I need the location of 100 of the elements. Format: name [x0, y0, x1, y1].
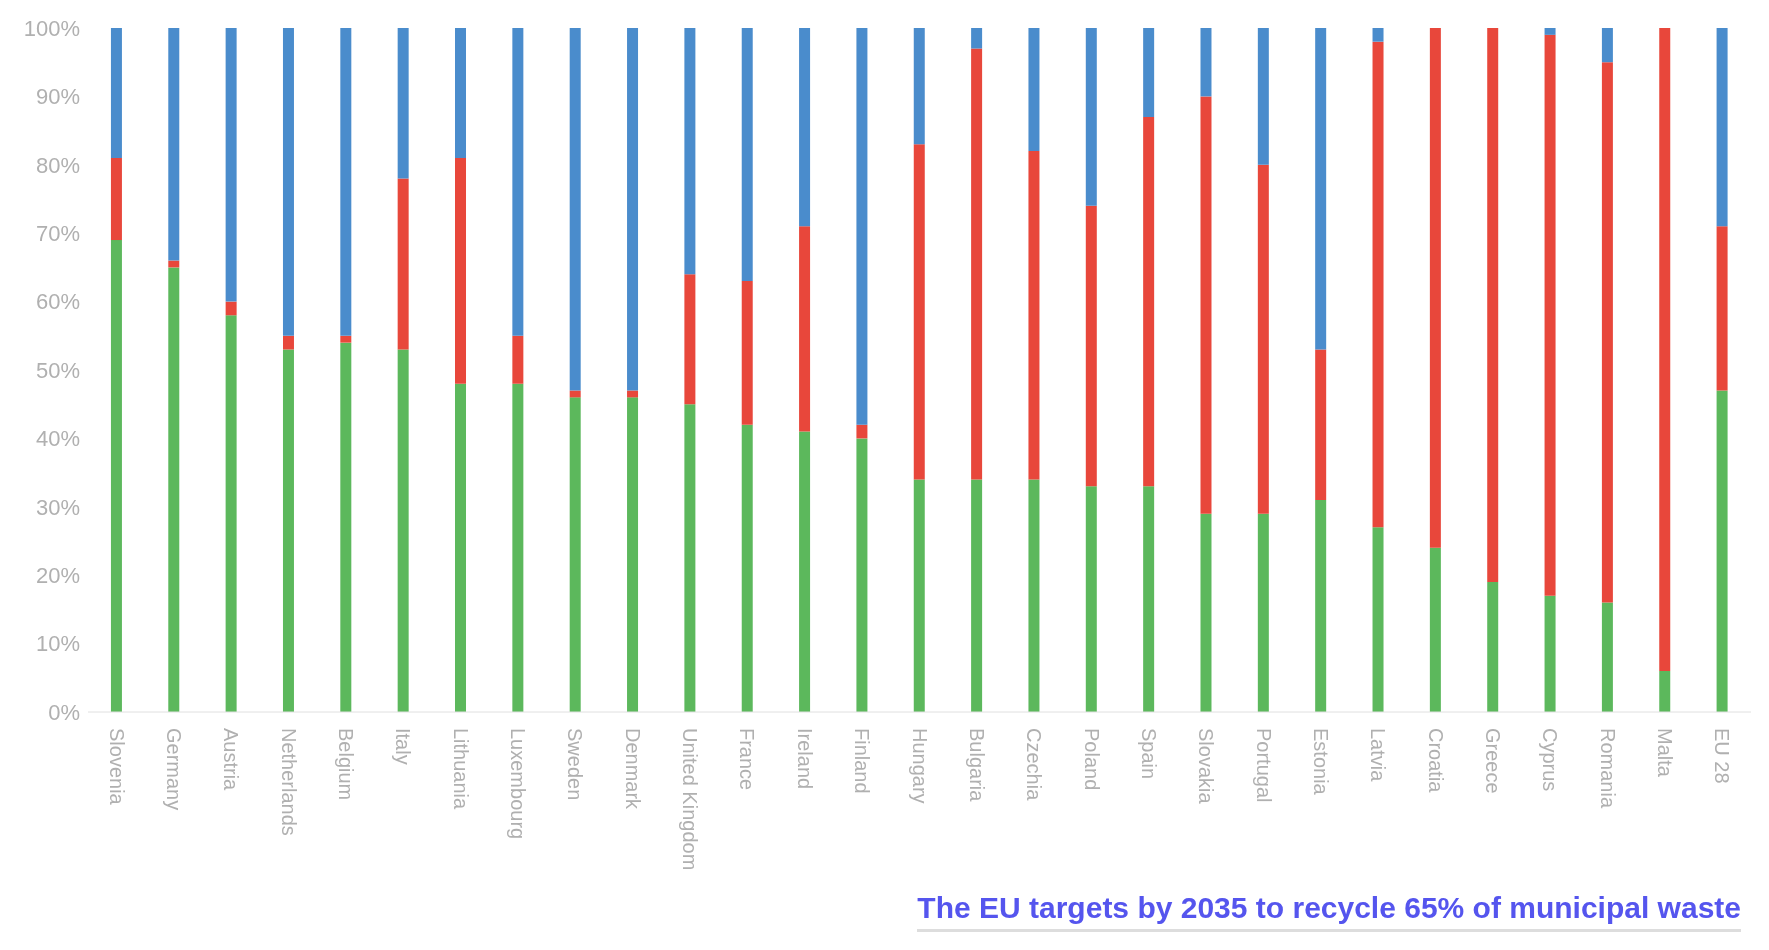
bar [1487, 582, 1499, 712]
x-tick-label: Croatia [1424, 728, 1447, 794]
bar [1601, 28, 1613, 63]
x-tick-label: France [736, 728, 759, 791]
bar [1200, 513, 1212, 712]
x-tick-label: Slovakia [1195, 728, 1218, 805]
bar [455, 28, 467, 158]
bar [971, 479, 983, 712]
bar [741, 281, 753, 425]
bar [1601, 602, 1613, 712]
bar [1372, 41, 1384, 528]
y-tick-label: 80% [35, 152, 80, 178]
bar [1028, 479, 1040, 712]
bar [1143, 486, 1155, 712]
x-tick-label: Austria [220, 728, 243, 792]
y-tick-label: 0% [48, 699, 80, 725]
bar [1028, 28, 1040, 152]
y-tick-label: 40% [35, 426, 80, 452]
bar [1372, 527, 1384, 712]
text: The EU targets by 2035 to recycle 65% of municipal waste [917, 891, 1741, 932]
bar [110, 28, 122, 158]
bar [110, 240, 122, 712]
bar [1028, 151, 1040, 480]
bar [1200, 96, 1212, 514]
y-tick-label: 50% [35, 357, 80, 383]
bar [397, 349, 409, 712]
bar [1085, 486, 1097, 712]
x-tick-label: Denmark [621, 728, 644, 811]
bar [1429, 547, 1441, 712]
bar [569, 28, 581, 391]
bar [225, 28, 237, 302]
x-tick-label: Finland [851, 728, 874, 794]
bar [1487, 28, 1499, 583]
x-tick-label: Greece [1481, 728, 1504, 794]
bar [1257, 164, 1269, 514]
bar [741, 28, 753, 282]
bar [110, 157, 122, 241]
x-tick-label: Slovenia [105, 728, 128, 806]
x-tick-label: United Kingdom [679, 728, 702, 871]
y-tick-label: 10% [35, 631, 80, 657]
bar [1544, 28, 1556, 35]
bar [1429, 28, 1441, 548]
bar [168, 28, 180, 261]
bar [1315, 28, 1327, 350]
bar [1716, 226, 1728, 391]
x-tick-label: Italy [392, 728, 415, 765]
bar [1544, 595, 1556, 712]
bar [1085, 28, 1097, 206]
bar [913, 28, 925, 145]
bar [1257, 28, 1269, 165]
bar [225, 301, 237, 316]
x-tick-label: Portugal [1252, 728, 1275, 803]
bar [282, 349, 294, 712]
bar [1085, 205, 1097, 487]
bar [913, 479, 925, 712]
bar [856, 438, 868, 712]
x-tick-label: Ireland [793, 728, 816, 790]
bar [282, 28, 294, 336]
bar [684, 404, 696, 712]
x-tick-label: Luxembourg [507, 728, 530, 840]
bar [1315, 499, 1327, 712]
y-tick-label: 20% [35, 563, 80, 589]
bar [627, 397, 639, 712]
x-tick-label: Poland [1080, 728, 1103, 791]
x-tick-label: Germany [163, 728, 186, 811]
bar [1659, 28, 1671, 671]
bar [684, 28, 696, 275]
bar [1659, 670, 1671, 712]
bar [455, 383, 467, 712]
bar [1143, 28, 1155, 117]
bar [856, 28, 868, 425]
bar [1257, 513, 1269, 712]
bar [512, 28, 524, 336]
x-tick-label: Czechia [1023, 728, 1046, 802]
bar [913, 144, 925, 480]
x-tick-label: Bulgaria [965, 728, 988, 803]
bar [455, 157, 467, 384]
bar [799, 226, 811, 432]
bar [1544, 34, 1556, 596]
y-tick-label: 70% [35, 221, 80, 247]
x-tick-label: Estonia [1309, 728, 1332, 796]
bar [971, 28, 983, 49]
y-tick-label: 30% [35, 494, 80, 520]
bar [1601, 62, 1613, 603]
bar [512, 335, 524, 384]
bar [225, 315, 237, 712]
x-tick-label: Cyprus [1539, 728, 1562, 792]
bar [799, 28, 811, 227]
bar [627, 28, 639, 391]
bar [1200, 28, 1212, 97]
bar [168, 267, 180, 712]
bar [799, 431, 811, 712]
x-tick-label: Sweden [564, 728, 587, 801]
x-tick-label: Hungary [908, 728, 931, 804]
bar [512, 383, 524, 712]
bar [856, 424, 868, 439]
bar [1315, 349, 1327, 500]
bar [340, 335, 352, 343]
bar [340, 342, 352, 712]
bar [397, 178, 409, 350]
